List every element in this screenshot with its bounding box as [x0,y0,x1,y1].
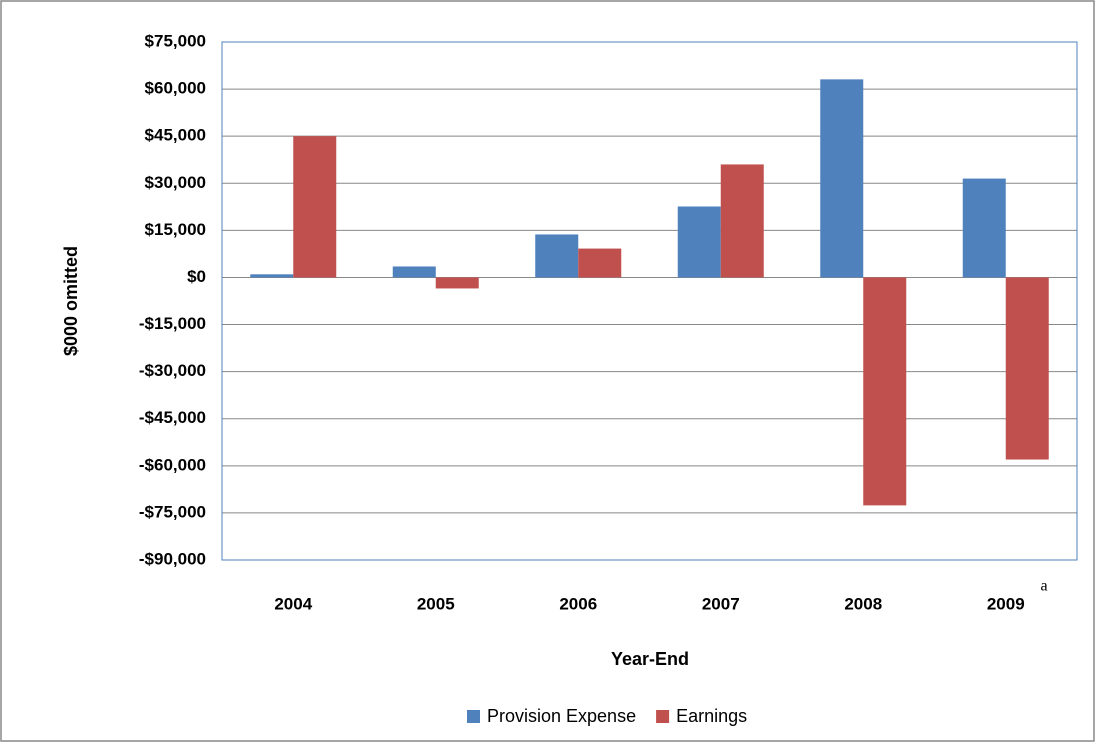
bar [863,277,907,506]
bar [1005,277,1049,460]
bar [962,178,1006,278]
y-tick-label: $60,000 [145,79,206,98]
bar [677,206,721,278]
x-tick-label: 2007 [702,594,740,613]
bar [435,277,479,289]
x-axis-label: Year-End [611,649,689,669]
y-tick-label: $15,000 [145,220,206,239]
y-tick-label: $0 [187,267,206,286]
y-tick-label: -$60,000 [139,455,206,474]
x-tick-label: 2005 [417,594,455,613]
x-tick-label: 2004 [274,594,312,613]
plot-border [221,41,1078,561]
y-tick-label: -$30,000 [139,361,206,380]
annotation: a [1040,578,1047,595]
bar [820,79,864,278]
legend-label: Earnings [676,706,747,726]
legend-label: Provision Expense [487,706,636,726]
y-tick-label: -$45,000 [139,408,206,427]
y-axis-label: $000 omitted [61,246,81,356]
x-tick-label: 2006 [559,594,597,613]
legend-swatch [467,710,480,723]
y-tick-label: -$15,000 [139,314,206,333]
y-tick-label: $75,000 [145,31,206,50]
y-tick-label: $30,000 [145,173,206,192]
bar [250,274,294,278]
y-tick-label: $45,000 [145,126,206,145]
y-tick-label: -$90,000 [139,549,206,568]
x-tick-label: 2009 [987,594,1025,613]
x-tick-label: 2008 [844,594,882,613]
bar [392,266,436,278]
bar [578,248,622,278]
bar [293,136,337,278]
y-tick-label: -$75,000 [139,502,206,521]
bar [720,164,764,278]
bar [535,234,579,278]
legend-swatch [656,710,670,723]
